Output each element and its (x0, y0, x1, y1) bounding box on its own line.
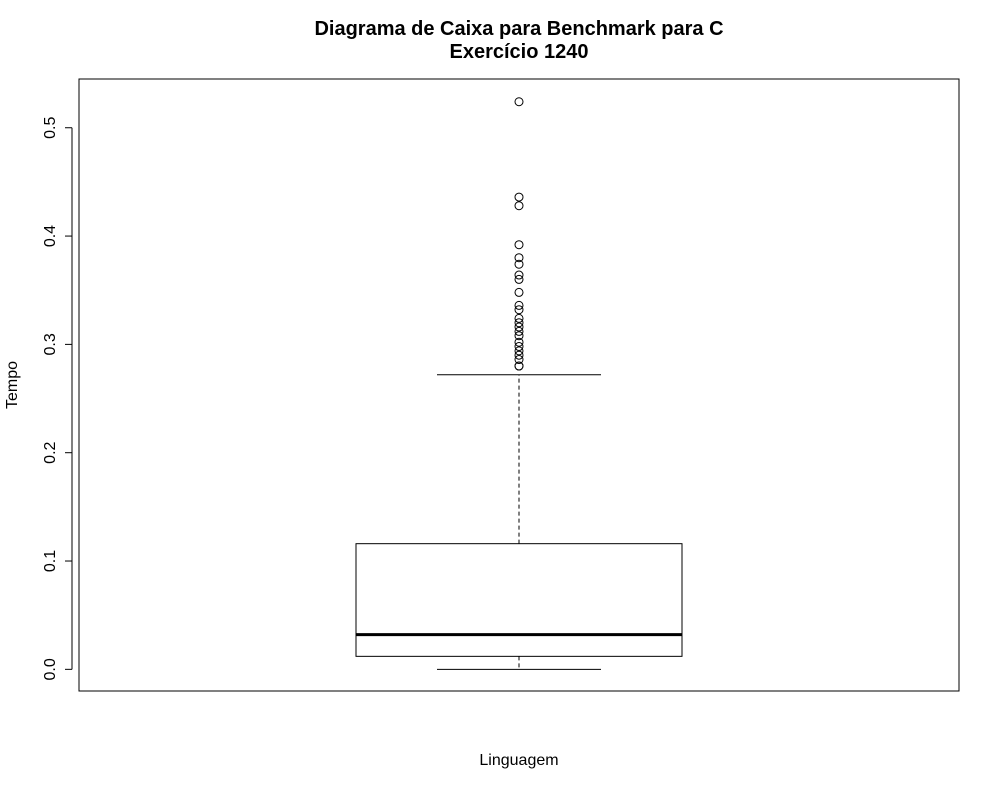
outlier-point (514, 259, 524, 269)
outlier-point (514, 274, 524, 284)
y-tick-label: 0.1 (42, 550, 59, 572)
y-tick-label: 0.4 (42, 225, 59, 247)
outlier-point (514, 305, 524, 315)
box-group (355, 374, 683, 670)
outlier-point (514, 337, 524, 347)
outlier-point (514, 300, 524, 310)
outlier-point (514, 240, 524, 250)
outlier-point (514, 192, 524, 202)
outlier-point (514, 201, 524, 211)
chart-title: Diagrama de Caixa para Benchmark para C (314, 18, 723, 40)
y-tick-label: 0.5 (42, 117, 59, 139)
y-axis-ticks: 0.0 0.1 0.2 0.3 0.4 0.5 (42, 117, 72, 680)
outlier-point (514, 318, 524, 328)
x-axis-title: Linguagem (479, 752, 558, 769)
plot-frame (78, 78, 960, 692)
outlier-point (514, 342, 524, 352)
y-tick-label: 0.2 (42, 441, 59, 463)
outlier-point (514, 331, 524, 341)
outlier-point (514, 326, 524, 336)
outlier-point (514, 253, 524, 263)
outlier-point (514, 346, 524, 356)
y-tick-label: 0.0 (42, 658, 59, 680)
outlier-point (514, 350, 524, 360)
interquartile-box (355, 543, 683, 657)
y-axis-title: Tempo (4, 361, 21, 409)
outlier-point (514, 270, 524, 280)
chart-subtitle: Exercício 1240 (450, 41, 589, 63)
outlier-point (514, 322, 524, 332)
outlier-point (514, 355, 524, 365)
outlier-point (514, 97, 524, 107)
outlier-points (514, 97, 524, 371)
outlier-point (514, 287, 524, 297)
outlier-point (514, 313, 524, 323)
outlier-point (514, 361, 524, 371)
y-tick-label: 0.3 (42, 333, 59, 355)
